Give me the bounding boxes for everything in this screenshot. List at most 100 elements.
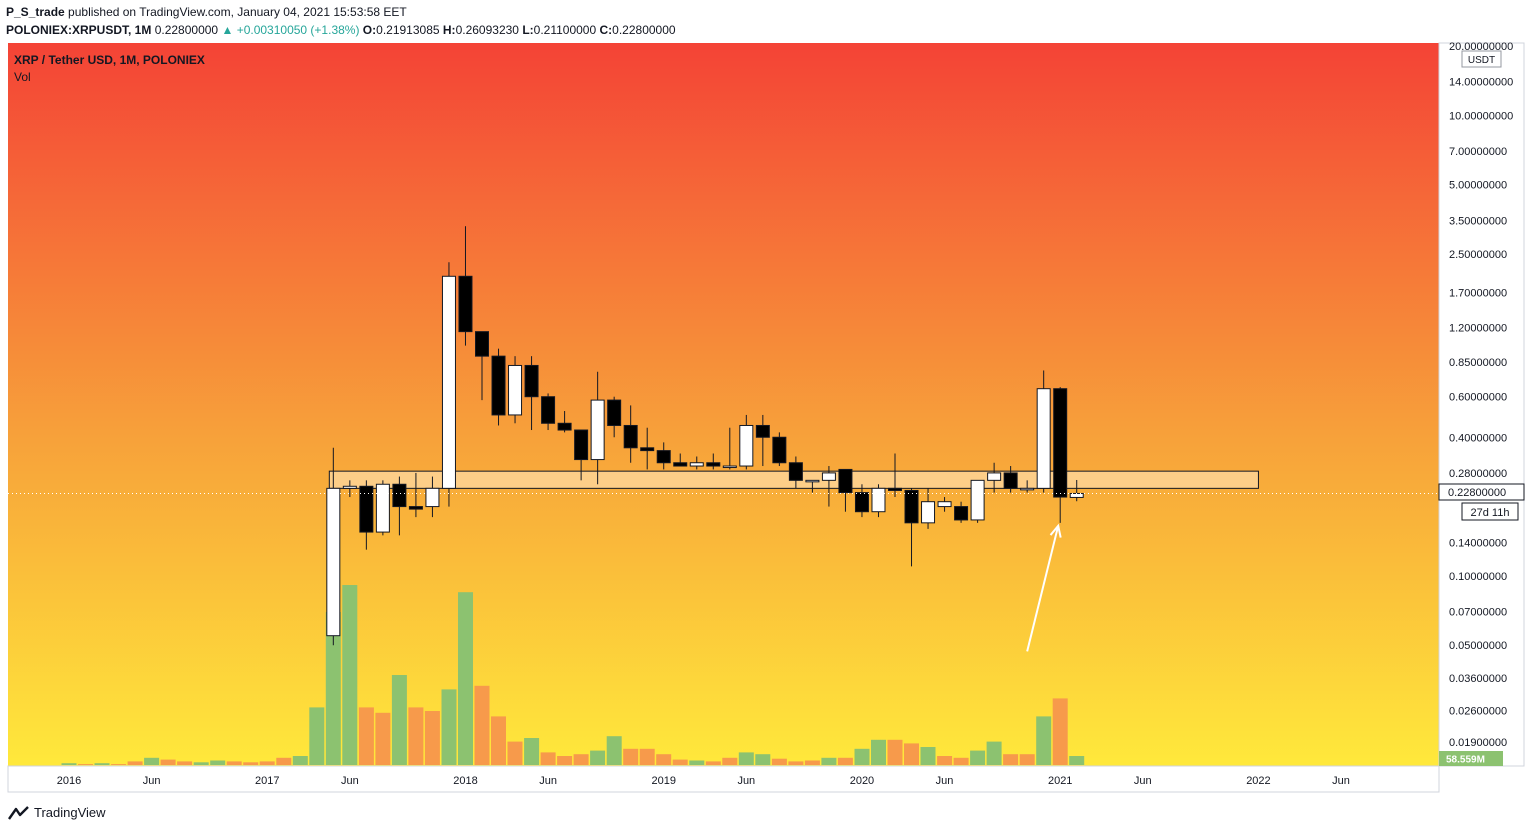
time-tick-label: 2022 <box>1246 775 1270 787</box>
volume-bar <box>243 762 259 765</box>
price-tick-label: 20.00000000 <box>1449 41 1513 53</box>
candle-down <box>854 492 869 513</box>
price-tick-label: 0.05000000 <box>1449 640 1507 652</box>
volume-bar <box>226 761 242 765</box>
candle-down <box>673 462 688 467</box>
price-tick-label: 1.20000000 <box>1449 322 1507 334</box>
volume-bar <box>804 760 820 765</box>
volume-bar <box>837 757 853 765</box>
candle-up <box>739 424 754 467</box>
last-price: 0.22800000 <box>154 23 219 37</box>
candle-down <box>524 364 539 398</box>
candle-up <box>921 501 936 524</box>
candle-down <box>788 462 803 481</box>
price-axis: 20.00000000 14.00000000 10.00000000 7.00000… <box>1449 41 1513 749</box>
price-tick-label: 0.60000000 <box>1449 392 1507 404</box>
time-tick-label: 2021 <box>1048 775 1072 787</box>
author-name[interactable]: P_S_trade <box>6 5 65 19</box>
price-tick-label: 0.02600000 <box>1449 706 1507 718</box>
candle-up <box>937 501 952 508</box>
candlesticks <box>326 226 1084 646</box>
volume-bar <box>325 612 341 765</box>
open-value: 0.21913085 <box>376 23 440 37</box>
candle-down <box>359 485 374 533</box>
candle-up <box>987 472 1002 481</box>
candle-down <box>755 424 770 438</box>
candle-down <box>392 483 407 508</box>
plot-background <box>8 43 1439 766</box>
chart-canvas[interactable]: XRP / Tether USD, 1M, POLONIEX Vol 20.00… <box>0 0 1532 800</box>
volume-bar <box>474 685 490 765</box>
volume-bar <box>821 757 837 765</box>
volume-bar <box>1069 756 1085 765</box>
candle-down <box>656 450 671 464</box>
volume-bar <box>557 756 573 765</box>
price-tick-label: 0.85000000 <box>1449 357 1507 369</box>
candle-down <box>640 447 655 452</box>
volume-bar <box>111 764 127 765</box>
time-tick-label: 2019 <box>651 775 675 787</box>
time-tick-label: 2016 <box>57 775 81 787</box>
time-tick-label: Jun <box>737 775 755 787</box>
legend-title: XRP / Tether USD, 1M, POLONIEX <box>14 53 205 67</box>
price-tick-label: 10.00000000 <box>1449 110 1513 122</box>
volume-bar <box>656 754 672 765</box>
time-tick-label: 2018 <box>453 775 477 787</box>
time-tick-label: Jun <box>341 775 359 787</box>
close-value: 0.22800000 <box>612 23 676 37</box>
volume-bar <box>771 758 787 765</box>
volume-bar <box>573 754 589 765</box>
volume-tag <box>1439 751 1503 766</box>
low-label: L: <box>522 23 534 37</box>
price-tick-label: 0.40000000 <box>1449 432 1507 444</box>
time-tick-label: Jun <box>143 775 161 787</box>
candle-up <box>508 364 523 416</box>
volume-tag-text: 58.559M <box>1446 755 1485 766</box>
candle-up <box>326 487 341 637</box>
volume-bar <box>507 741 523 765</box>
volume-bar <box>738 752 754 765</box>
candle-down <box>541 396 556 424</box>
volume-bar <box>524 738 540 765</box>
tradingview-footer[interactable]: TradingView <box>8 805 106 820</box>
price-axis-background[interactable] <box>1438 42 1525 767</box>
volume-bar <box>144 757 160 765</box>
candle-up <box>871 487 886 513</box>
volume-bar <box>1052 698 1068 765</box>
price-tick-label: 0.03600000 <box>1449 673 1507 685</box>
volume-bar <box>458 592 473 765</box>
candle-down <box>408 506 423 510</box>
volume-bar <box>177 761 193 765</box>
price-tick-label: 3.50000000 <box>1449 215 1507 227</box>
candle-down <box>458 275 473 333</box>
price-tick-label: 0.28000000 <box>1449 468 1507 480</box>
last-price-tag <box>1438 483 1525 501</box>
volume-bar <box>259 761 275 765</box>
volume-bar <box>391 675 407 765</box>
currency-badge[interactable] <box>1461 50 1502 68</box>
volume-bar <box>1019 754 1035 765</box>
arrow-annotation-line <box>1026 525 1060 652</box>
candle-down <box>623 424 638 449</box>
volume-bar <box>94 763 110 765</box>
last-price-tag-text: 0.22800000 <box>1448 487 1506 499</box>
time-tick-label: Jun <box>1134 775 1152 787</box>
time-axis: 2016 Jun 2017 Jun 2018 Jun 2019 Jun 2020 Jun 2021 J… <box>57 775 1350 787</box>
volume-bar <box>309 707 325 765</box>
volume-bar <box>441 689 457 765</box>
volume-bar <box>424 711 440 765</box>
high-value: 0.26093230 <box>455 23 519 37</box>
volume-bar <box>672 759 688 765</box>
candle-up <box>970 479 985 521</box>
price-change: +0.00310050 (+1.38%) <box>236 23 360 37</box>
low-value: 0.21100000 <box>533 23 597 37</box>
volume-bars <box>61 585 1085 765</box>
price-tick-label: 0.07000000 <box>1449 607 1507 619</box>
volume-bar <box>540 752 556 765</box>
publish-info: P_S_trade published on TradingView.com, … <box>6 5 407 19</box>
volume-bar <box>292 756 308 765</box>
volume-bar <box>606 736 622 765</box>
volume-bar <box>127 761 143 765</box>
volume-bar <box>970 750 986 765</box>
time-axis-background[interactable] <box>7 765 1440 793</box>
